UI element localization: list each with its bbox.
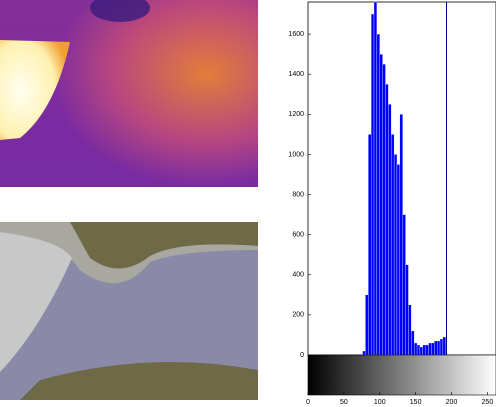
bar	[370, 13, 375, 356]
bar	[391, 134, 395, 356]
y-tick-label: 400	[292, 272, 304, 279]
bar	[388, 104, 392, 356]
bar	[419, 346, 423, 356]
bar	[411, 330, 415, 356]
bar	[368, 134, 372, 356]
bar	[382, 64, 386, 356]
x-tick-label: 0	[306, 399, 310, 406]
y-tick-label: 600	[292, 232, 304, 239]
bar	[396, 164, 400, 356]
bar	[402, 214, 406, 356]
bar	[393, 154, 398, 356]
bar	[408, 304, 412, 356]
bar	[376, 33, 380, 356]
x-tick-label: 250	[482, 399, 494, 406]
y-tick-label: 0	[300, 352, 304, 359]
bar	[399, 114, 403, 356]
bar	[379, 53, 383, 356]
bar	[385, 84, 389, 356]
y-tick-label: 1400	[288, 71, 304, 78]
x-tick-label: 150	[410, 399, 422, 406]
bar	[365, 294, 369, 356]
bar	[416, 344, 421, 356]
bar	[405, 264, 409, 356]
bar	[422, 344, 426, 356]
x-tick-label: 200	[446, 399, 458, 406]
y-tick-label: 1000	[288, 151, 304, 158]
histogram: 0 200 400 600 800 1000 1200 1400 1600 0 50 100 150 20…	[288, 1, 496, 406]
bar	[362, 350, 366, 356]
bar	[414, 342, 418, 356]
bar	[434, 340, 438, 356]
bar	[442, 336, 446, 356]
bar	[428, 342, 432, 356]
thermal-image	[0, 0, 258, 187]
x-tick-label: 50	[340, 399, 348, 406]
y-tick-label: 200	[292, 312, 304, 319]
bar	[437, 340, 441, 356]
y-tick-label: 1600	[288, 31, 304, 38]
segmented-image	[0, 222, 258, 400]
y-tick-label: 1200	[288, 111, 304, 118]
bar	[431, 342, 435, 356]
colorbar	[307, 354, 496, 396]
bar	[373, 1, 378, 356]
bar	[439, 338, 444, 356]
x-tick-label: 100	[374, 399, 386, 406]
bar	[425, 344, 429, 356]
y-tick-label: 800	[292, 191, 304, 198]
